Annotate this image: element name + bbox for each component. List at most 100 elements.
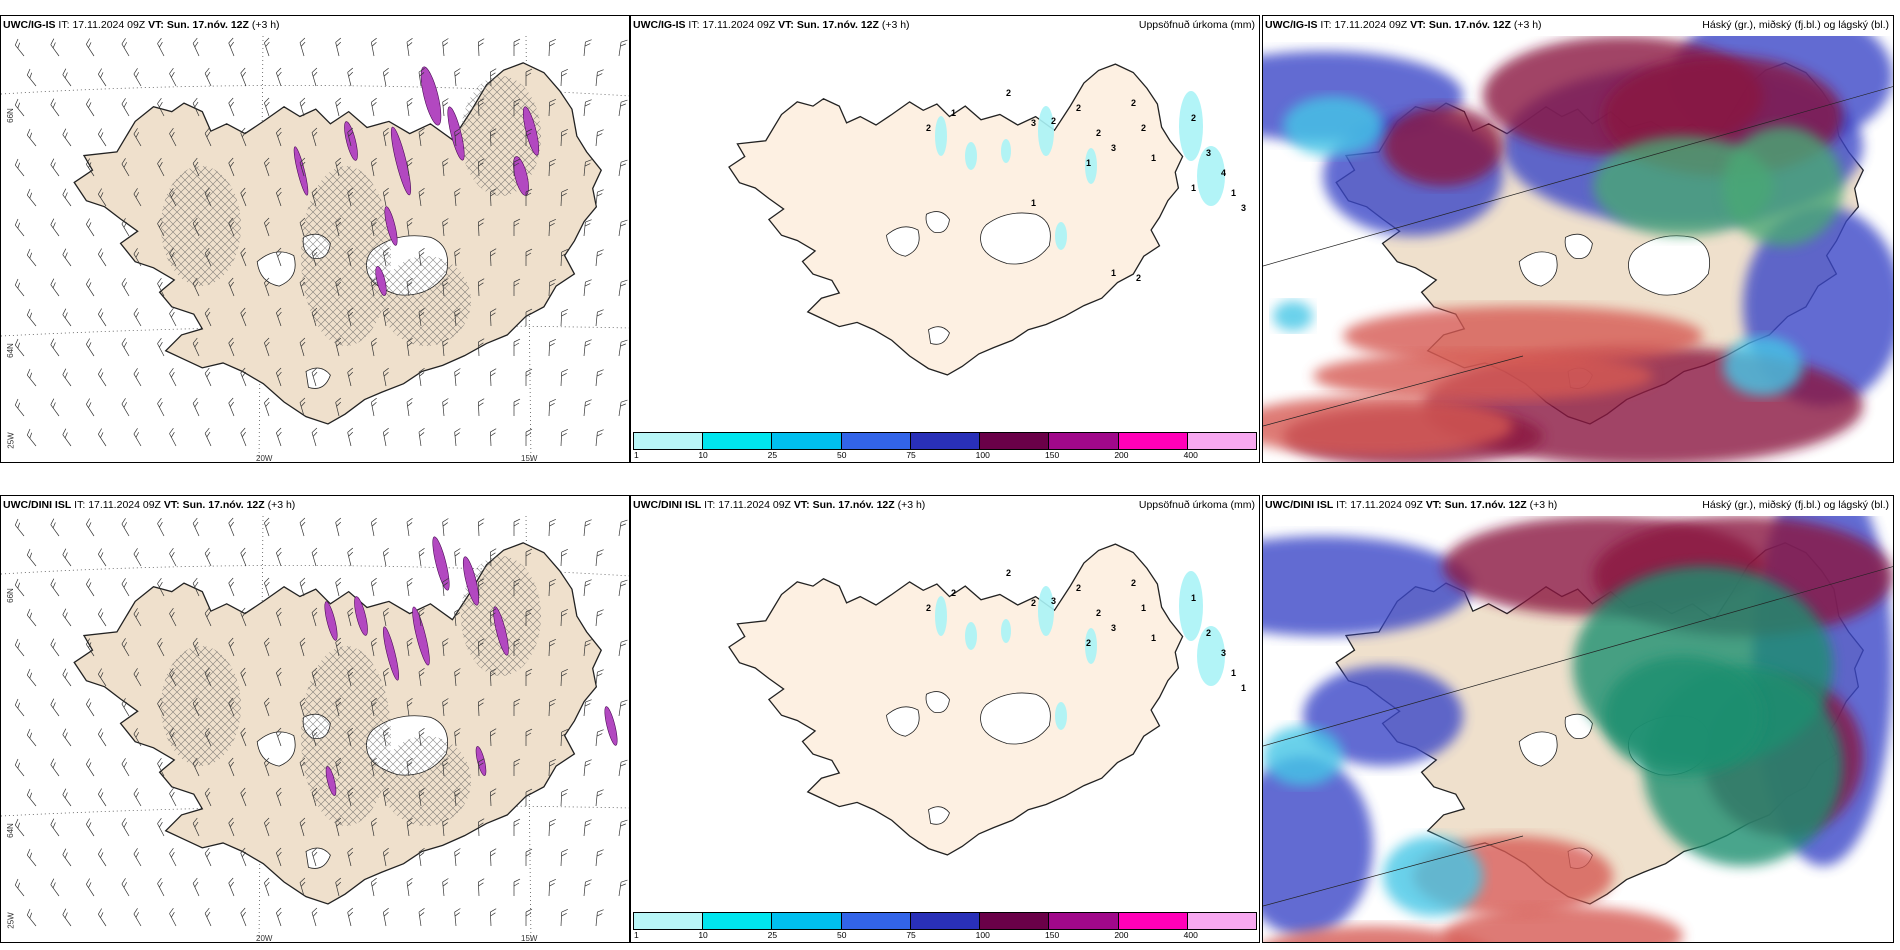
wind-barb (370, 817, 377, 837)
wind-barb (525, 608, 533, 627)
wind-barb (525, 68, 533, 87)
wind-barb (14, 578, 25, 597)
wind-barb (583, 579, 592, 597)
wind-barb (406, 758, 413, 777)
wind-barb (169, 187, 177, 207)
wind-barb (264, 757, 270, 777)
boundary-line (1263, 86, 1893, 267)
precip-legend: 1 10 25 50 75 100 150 200 400 (633, 432, 1257, 460)
wind-barb (583, 399, 592, 417)
wind-barb (86, 398, 95, 417)
wind-barb (382, 307, 389, 327)
wind-barb (513, 278, 521, 297)
wind-barb (513, 218, 521, 237)
wind-barb (264, 577, 270, 597)
wind-barb (86, 578, 95, 597)
wind-barb (240, 907, 247, 927)
wind-barb (14, 518, 25, 537)
wind-barb (595, 609, 604, 627)
wind-barb (26, 428, 37, 447)
legend-tick-label: 1 (634, 450, 639, 460)
wind-barb (418, 368, 425, 387)
legend-swatch (1118, 913, 1188, 929)
wind-barb (240, 667, 247, 687)
wind-barb (276, 667, 282, 687)
wind-barb (382, 127, 389, 147)
wind-barb (347, 187, 353, 207)
wind-barb (133, 128, 142, 147)
wind-barb (489, 548, 497, 567)
wind-barb (618, 819, 628, 837)
wind-barb (26, 128, 37, 147)
precip-value-label: 3 (1031, 118, 1036, 128)
wind-barb (335, 97, 341, 117)
panel-header: UWC/DINI ISL IT: 17.11.2024 09Z VT: Sun.… (3, 499, 296, 511)
wind-barb (525, 128, 533, 147)
legend-swatch (910, 913, 981, 929)
precip-area-7 (1001, 619, 1011, 643)
wind-barb (335, 637, 341, 657)
wind-barb (560, 788, 568, 807)
legend-swatch (841, 433, 911, 449)
wind-barb (347, 427, 353, 447)
wind-barb (311, 247, 318, 267)
glacier-2 (980, 212, 1051, 265)
legend-swatch (1187, 913, 1256, 929)
wind-barb (454, 608, 461, 627)
wind-barb (548, 578, 556, 597)
wind-barb (370, 637, 377, 657)
panel-bottom-right: UWC/DINI ISL IT: 17.11.2024 09Z VT: Sun.… (1262, 495, 1894, 943)
wind-barb (26, 248, 37, 267)
wind-barb (86, 518, 95, 537)
wind-barb (192, 277, 200, 297)
panel-title-right: Háský (gr.), miðský (fj.bl.) og lágský (… (1702, 499, 1889, 511)
wind-barb (513, 578, 521, 597)
wind-barb (382, 427, 389, 447)
wind-barb (169, 247, 177, 267)
cloud-area-3-1 (1266, 926, 1480, 942)
glacier-0 (1518, 251, 1558, 287)
precip-value-label: 1 (1231, 188, 1236, 198)
wind-barb (513, 758, 521, 777)
precip-area-1 (1038, 106, 1054, 156)
wind-barb (382, 607, 389, 627)
wind-barb (583, 759, 592, 777)
legend-tick-label: 150 (1045, 930, 1060, 940)
wind-barb (347, 367, 353, 387)
wind-barb (299, 37, 306, 57)
precip-value-label: 2 (1131, 578, 1136, 588)
wind-barb (299, 277, 306, 297)
cloud-map (1263, 36, 1893, 462)
legend-swatch (634, 433, 704, 449)
precip-value-label: 1 (951, 108, 956, 118)
glacier-3 (928, 326, 950, 345)
wind-barb (618, 639, 628, 657)
legend-swatch (1118, 433, 1188, 449)
wind-barb (26, 788, 37, 807)
wind-barb (525, 728, 533, 747)
wind-barb (335, 337, 341, 357)
wind-barb (169, 787, 177, 807)
wind-barb (489, 908, 497, 927)
wind-barb (133, 608, 142, 627)
precip-value-label: 1 (1141, 603, 1146, 613)
wind-barb (513, 818, 521, 837)
wind-barb (347, 67, 353, 87)
wind-barb (276, 127, 282, 147)
precip-value-label: 2 (1076, 583, 1081, 593)
wind-barb (240, 727, 247, 747)
wind-barb (418, 188, 425, 207)
wind-barb (26, 848, 37, 867)
wind-barb (204, 247, 212, 267)
wind-barb (264, 337, 270, 357)
wind-barb (157, 877, 165, 897)
legend-tick-label: 50 (837, 930, 847, 940)
wind-barb (595, 69, 604, 87)
wind-barb (335, 877, 341, 897)
wind-barb (228, 397, 235, 417)
wind-barb (347, 127, 353, 147)
wind-map (1, 516, 629, 942)
wind-barb (583, 39, 592, 57)
precip-value-label: 2 (926, 603, 931, 613)
wind-barb (583, 339, 592, 357)
